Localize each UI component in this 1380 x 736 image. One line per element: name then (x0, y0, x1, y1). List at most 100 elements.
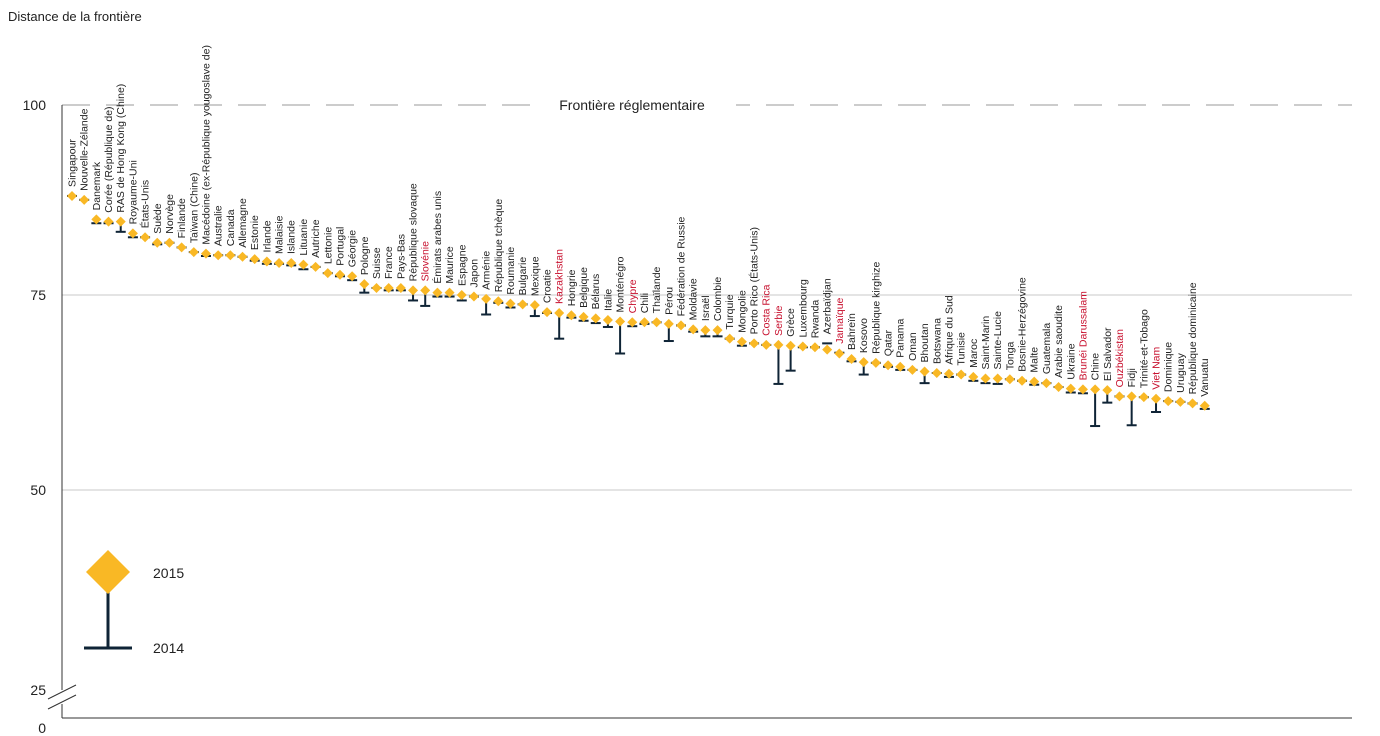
y-tick-label: 75 (30, 287, 46, 303)
category-label: Ouzbékistan (1114, 329, 1126, 388)
category-label: Lituanie (298, 219, 310, 256)
point-2015 (213, 250, 224, 261)
point-2015 (651, 317, 662, 328)
y-tick-label: 0 (38, 720, 46, 736)
point-2015 (225, 250, 236, 261)
category-label: Mexique (529, 256, 541, 296)
point-2015 (578, 311, 589, 322)
frontier-label: Frontière réglementaire (559, 97, 705, 113)
point-2015 (176, 242, 187, 253)
point-2015 (395, 282, 406, 293)
point-2015 (432, 287, 443, 298)
point-2015 (79, 194, 90, 205)
category-label: Azerbaïdjan (822, 278, 834, 334)
category-label: Guatemala (1041, 323, 1053, 375)
category-label: Luxembourg (797, 279, 809, 338)
point-2015 (639, 317, 650, 328)
point-2015 (505, 298, 516, 309)
point-2015 (956, 369, 967, 380)
point-2015 (663, 318, 674, 329)
point-2015 (383, 282, 394, 293)
y-axis-title: Distance de la frontière (8, 9, 142, 24)
category-label: Malte (1029, 347, 1041, 373)
category-label: États-Unis (139, 180, 152, 228)
category-label: Espagne (456, 244, 468, 286)
category-label: Émirats arabes unis (431, 191, 444, 284)
category-label: France (383, 246, 395, 279)
category-label: Pérou (663, 287, 675, 315)
category-label: Colombie (712, 277, 724, 322)
point-2015 (444, 287, 455, 298)
point-2015 (493, 296, 504, 307)
point-2015 (627, 317, 638, 328)
category-label: Nouvelle-Zélande (79, 108, 91, 190)
point-2015 (1199, 400, 1210, 411)
point-2015 (1175, 396, 1186, 407)
category-label: Royaume-Uni (127, 160, 139, 224)
category-label: Chine (1090, 353, 1102, 381)
category-label: Moldavie (688, 278, 700, 320)
category-label: République dominicaine (1187, 282, 1199, 394)
point-2015 (334, 269, 345, 280)
category-label: Serbie (773, 305, 785, 336)
point-2015 (408, 285, 419, 296)
category-label: Autriche (310, 219, 322, 258)
category-label: Roumanie (505, 247, 517, 295)
category-label: Tunisie (956, 332, 968, 366)
point-2015 (140, 232, 151, 243)
category-label: Bahreïn (846, 313, 858, 350)
category-label: Bélarus (590, 274, 602, 310)
point-2015 (554, 307, 565, 318)
point-2015 (359, 279, 370, 290)
point-2015 (1041, 378, 1052, 389)
data-marks (67, 190, 1210, 428)
legend-diamond-2015 (86, 550, 130, 594)
category-label: Suisse (371, 247, 383, 279)
point-2015 (249, 254, 260, 265)
point-2015 (602, 314, 613, 325)
point-2015 (274, 258, 285, 269)
point-2015 (420, 285, 431, 296)
category-label: Suède (152, 203, 164, 234)
point-2015 (980, 373, 991, 384)
point-2015 (456, 290, 467, 300)
y-tick-label: 50 (30, 482, 46, 498)
category-label: Tonga (1004, 341, 1016, 370)
frontier-label-bg (540, 93, 736, 115)
point-2015 (736, 336, 747, 347)
category-label: Kazakhstan (554, 249, 566, 304)
category-label: Géorgie (347, 230, 359, 268)
point-2015 (773, 339, 784, 350)
point-2015 (968, 371, 979, 382)
point-2015 (1077, 384, 1088, 395)
category-label: Japon (468, 259, 480, 288)
category-label: Israël (700, 295, 712, 321)
point-2015 (1017, 375, 1028, 386)
axis-break-mark-lower (47, 694, 77, 710)
grid (62, 294, 1352, 491)
category-label: Chypre (627, 279, 639, 313)
point-2015 (566, 310, 577, 321)
category-label: Monténégro (615, 256, 627, 312)
category-label: Brunéi Darussalam (1077, 291, 1089, 381)
category-label: Hongrie (566, 269, 578, 306)
category-label: Uruguay (1175, 352, 1187, 392)
point-2015 (1187, 398, 1198, 409)
point-2015 (1163, 396, 1174, 407)
category-label: Costa Rica (761, 284, 773, 336)
point-2015 (481, 293, 492, 304)
point-2015 (1090, 384, 1101, 395)
point-2015 (676, 320, 686, 331)
category-label: Belgique (578, 267, 590, 308)
category-label: Arabie saoudite (1053, 305, 1065, 378)
point-2015 (1053, 382, 1064, 393)
category-label: Pologne (359, 236, 371, 275)
category-label: Ukraine (1065, 343, 1077, 379)
point-2015 (1102, 385, 1113, 396)
point-2015 (688, 324, 699, 335)
category-label: Danemark (91, 161, 103, 210)
point-2015 (67, 190, 77, 201)
category-label: Panama (895, 318, 907, 357)
category-label: Italie (602, 289, 614, 311)
